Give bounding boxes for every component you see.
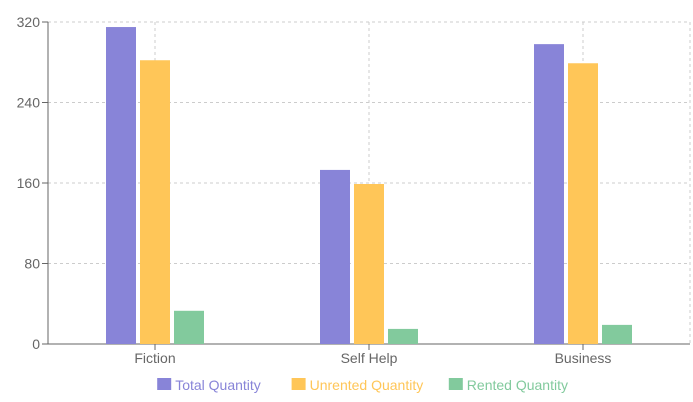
legend-swatch <box>157 378 172 390</box>
bar[interactable] <box>174 310 204 344</box>
bar[interactable] <box>602 324 632 344</box>
bar[interactable] <box>320 169 350 344</box>
x-tick-label: Self Help <box>341 350 398 366</box>
legend-label[interactable]: Unrented Quantity <box>310 377 424 393</box>
y-tick-label: 80 <box>24 256 40 272</box>
bar[interactable] <box>388 328 418 344</box>
bar[interactable] <box>106 27 136 344</box>
bar[interactable] <box>354 184 384 344</box>
legend-swatch <box>291 378 306 390</box>
bar[interactable] <box>534 44 564 344</box>
legend-label[interactable]: Total Quantity <box>175 377 261 393</box>
axes: 0 80 160 240 320 Fiction Self Help Business <box>17 14 690 366</box>
bar[interactable] <box>140 60 170 345</box>
legend-label[interactable]: Rented Quantity <box>467 377 568 393</box>
x-tick-label: Fiction <box>134 350 175 366</box>
x-tick-label: Business <box>555 350 612 366</box>
y-tick-label: 240 <box>17 95 41 111</box>
bars <box>106 27 632 345</box>
bar[interactable] <box>568 63 598 344</box>
y-tick-label: 320 <box>17 14 41 30</box>
y-tick-label: 0 <box>32 336 40 352</box>
y-tick-label: 160 <box>17 175 41 191</box>
legend-swatch <box>448 378 463 390</box>
legend: Total Quantity Unrented Quantity Rented Qu… <box>157 377 568 393</box>
